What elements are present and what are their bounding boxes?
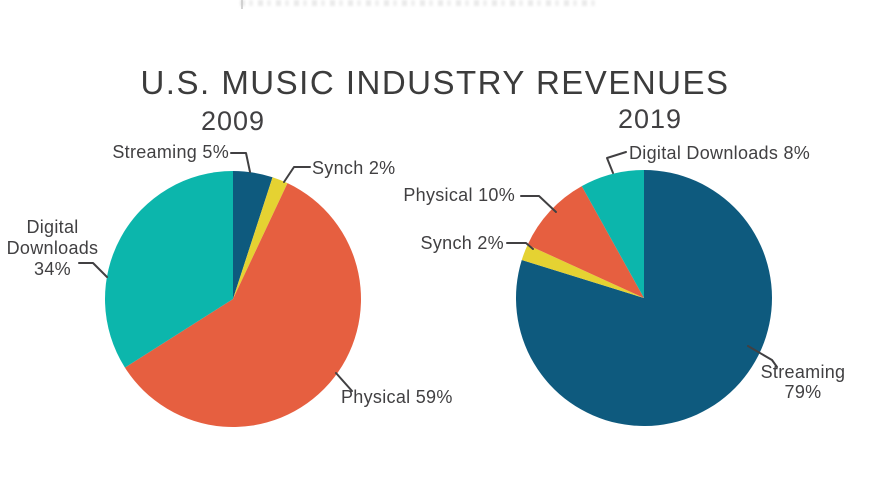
- page-title: U.S. MUSIC INDUSTRY REVENUES: [140, 64, 730, 102]
- pie-2019: [515, 170, 772, 427]
- callout-physical-2009: Physical 59%: [341, 387, 453, 408]
- callout-label-line: Streaming: [760, 362, 846, 382]
- callout-label: Physical 59%: [341, 387, 453, 407]
- callout-label: Physical 10%: [403, 185, 515, 205]
- pie-slice-synch-2019: [521, 244, 644, 298]
- leader-streaming-2019: [747, 345, 778, 368]
- pie-slice-digital-downloads-2019: [581, 170, 644, 298]
- leader-lines: [78, 151, 778, 392]
- chart-title-2009: 2009: [200, 106, 266, 136]
- leader-physical-2019: [520, 195, 557, 213]
- callout-label: Streaming 5%: [112, 142, 229, 162]
- callout-label: Digital Downloads 8%: [629, 143, 811, 163]
- callout-label: Synch 2%: [420, 233, 504, 253]
- leader-streaming-2009: [230, 152, 251, 173]
- cropped-text-remnant-fragment: [241, 0, 243, 9]
- callout-label-line: Digital: [26, 217, 79, 237]
- pie-slice-streaming-2019: [515, 170, 772, 427]
- callout-synch-2019: Synch 2%: [421, 233, 504, 254]
- callout-synch-2009: Synch 2%: [312, 158, 395, 179]
- callout-physical-2019: Physical 10%: [403, 185, 515, 206]
- pie-slice-synch-2009: [233, 177, 288, 299]
- callout-digital-downloads-2019: Digital Downloads 8%: [629, 143, 810, 164]
- leader-synch-2019: [506, 242, 534, 250]
- leader-digital-downloads-2019: [606, 151, 627, 174]
- callout-streaming-2019: Streaming 79%: [754, 362, 852, 402]
- cropped-text-remnant: [240, 0, 600, 6]
- callout-label-line: Downloads: [6, 238, 99, 258]
- pie-slice-physical-2019: [527, 186, 644, 298]
- callout-digital-downloads-2009: Digital Downloads 34%: [0, 217, 105, 280]
- callout-label-line: 34%: [34, 259, 71, 279]
- pie-slice-physical-2009: [124, 183, 361, 427]
- leader-digital-downloads-2009: [78, 262, 108, 278]
- pie-slice-streaming-2009: [233, 171, 273, 299]
- chart-title-2019: 2019: [617, 104, 683, 134]
- callout-streaming-2009: Streaming 5%: [112, 142, 229, 163]
- pie-2009: [105, 171, 361, 427]
- pie-slice-digital-downloads-2009: [105, 171, 233, 368]
- callout-label-line: 79%: [784, 382, 822, 402]
- leader-synch-2009: [283, 166, 311, 183]
- leader-physical-2009: [335, 372, 353, 392]
- callout-label: Synch 2%: [312, 158, 396, 178]
